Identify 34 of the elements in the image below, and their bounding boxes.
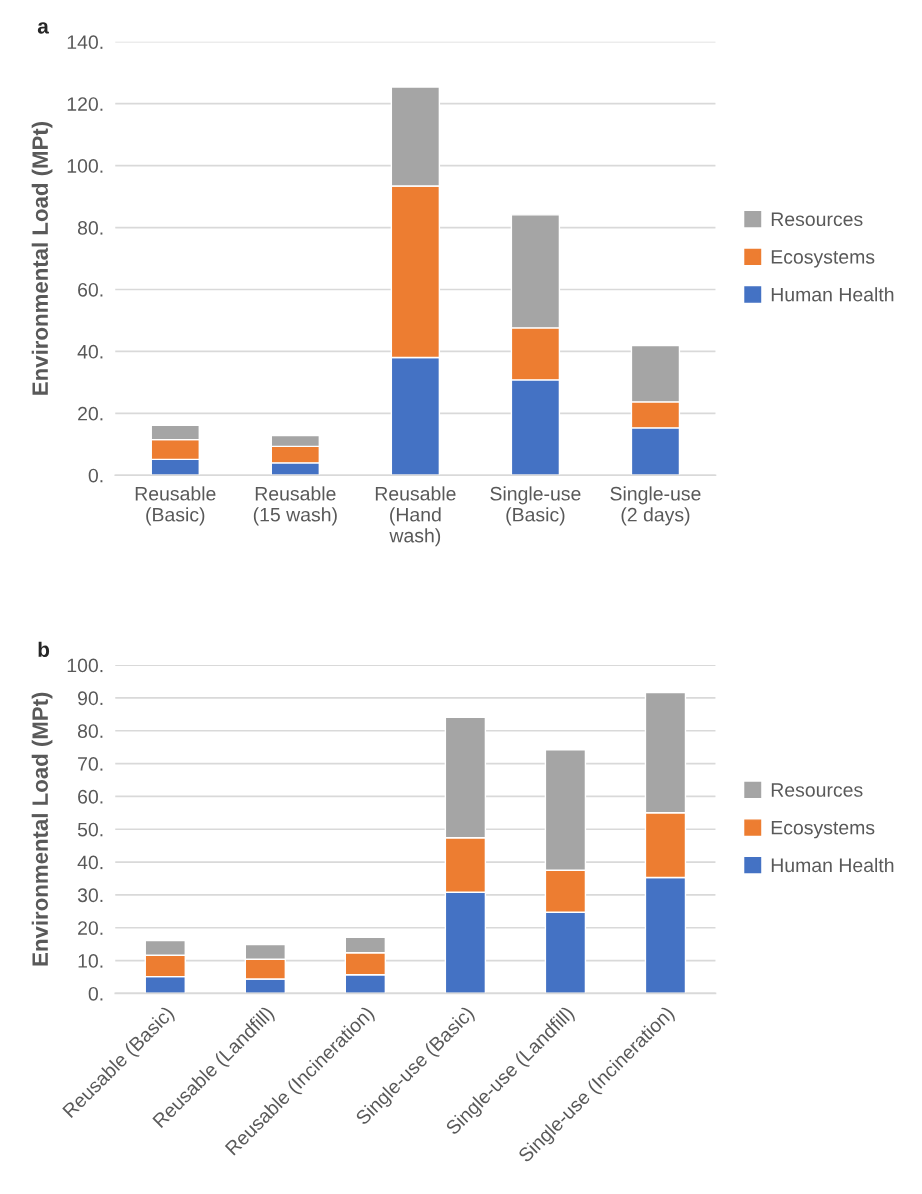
y-axis-title: Environmental Load (MPt) <box>31 121 53 395</box>
y-tick-label: 80. <box>77 724 103 738</box>
y-tick-label: 40. <box>77 344 103 359</box>
y-tick-label: 140. <box>67 35 103 50</box>
x-tick-label: Single-use (2 days) <box>610 486 701 526</box>
legend-label: Resources <box>771 212 863 227</box>
x-tick-label: Reusable (15 wash) <box>253 486 337 526</box>
legend-label: Ecosystems <box>771 820 875 839</box>
chart-title: b <box>38 641 50 657</box>
x-tick-label: Single-use (Basic) <box>490 486 581 526</box>
y-tick-label: 0. <box>88 986 103 1001</box>
y-tick-label: 20. <box>78 406 103 421</box>
legend-label: Human Health <box>771 857 894 873</box>
legend-label: Human Health <box>771 287 894 302</box>
y-tick-label: 100. <box>67 159 103 173</box>
y-tick-label: 30. <box>77 888 103 903</box>
chart-title: a <box>37 22 49 34</box>
y-tick-label: 120. <box>67 97 103 111</box>
y-tick-label: 90. <box>78 691 103 706</box>
y-tick-label: 40. <box>77 855 103 870</box>
y-tick-label: 20. <box>78 921 103 935</box>
y-tick-label: 0. <box>88 468 103 483</box>
y-tick-label: 80. <box>77 221 103 235</box>
y-tick-label: 100. <box>67 658 103 673</box>
y-tick-label: 10. <box>78 954 103 968</box>
y-tick-label: 60. <box>78 282 103 297</box>
x-tick-label: Reusable (Basic) <box>135 486 216 526</box>
y-axis-title: Environmental Load (MPt) <box>31 692 53 966</box>
y-tick-label: 60. <box>78 789 103 804</box>
legend-label: Resources <box>771 783 863 797</box>
y-tick-label: 50. <box>77 822 103 837</box>
y-tick-label: 70. <box>78 757 103 771</box>
x-tick-label: Reusable (Hand wash) <box>375 486 456 547</box>
legend-label: Ecosystems <box>771 250 875 268</box>
